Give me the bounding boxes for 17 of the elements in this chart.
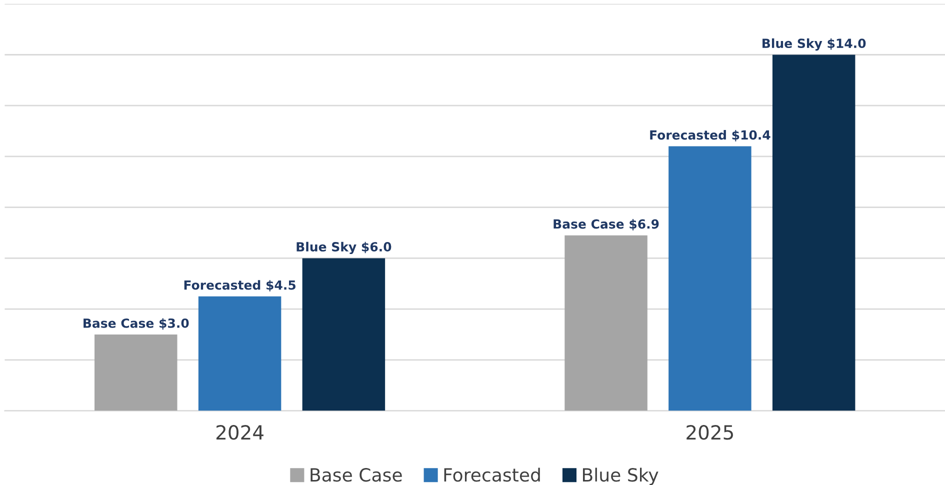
data-label: Blue Sky $6.0 [296,242,392,254]
data-label: Base Case $3.0 [84,318,189,330]
data-label: Forecasted $10.4 [650,130,770,142]
bar [772,54,856,411]
data-label: Blue Sky $14.0 [762,38,866,51]
data-label: Forecasted $4.5 [184,280,296,292]
legend-label: Blue Sky [582,468,658,485]
data-label: Base Case $6.9 [554,219,659,230]
x-tick-label: 2025 [686,425,733,440]
bar [302,258,386,411]
bar [668,146,752,411]
x-tick-label: 2024 [216,425,264,440]
bar [564,235,648,411]
legend-label: Forecasted [444,468,540,482]
bar [198,296,282,411]
legend-label: Base Case [310,468,402,482]
bar [94,334,178,411]
